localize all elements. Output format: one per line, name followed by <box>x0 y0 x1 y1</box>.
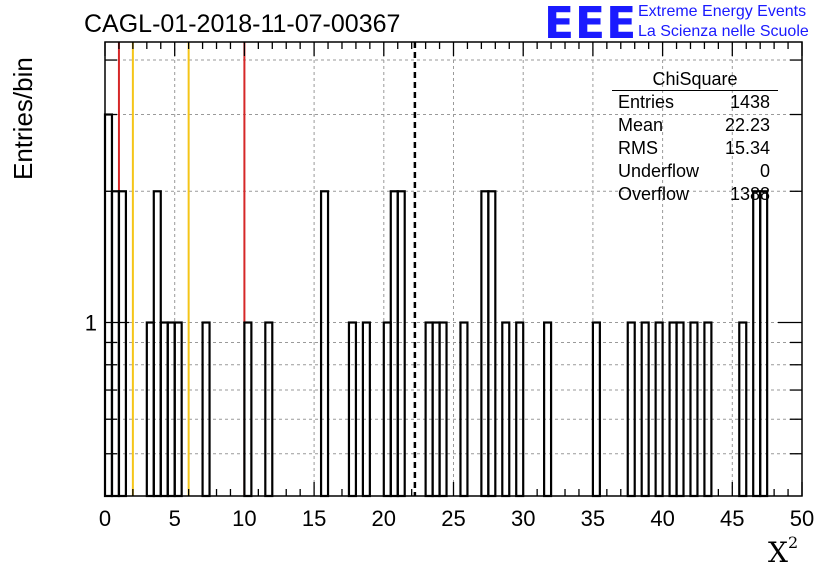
histogram-bin <box>640 321 650 498</box>
x-tick-label: 25 <box>441 506 465 531</box>
logo-text-line1: Extreme Energy Events <box>638 3 807 20</box>
histogram-bin <box>173 321 183 498</box>
histogram-bin <box>438 321 448 498</box>
x-tick-label: 20 <box>372 506 396 531</box>
x-tick-label: 50 <box>790 506 814 531</box>
stats-row-entries: Entries 1438 <box>612 91 778 114</box>
histogram-bin <box>201 321 211 498</box>
histogram-bin <box>759 190 769 498</box>
histogram-bin <box>626 321 636 498</box>
x-tick-label: 30 <box>511 506 535 531</box>
stats-value: 15.34 <box>724 138 770 158</box>
eee-logo: EEE Extreme Energy Events La Scienza nel… <box>544 0 834 49</box>
logo-text-line2: La Scienza nelle Scuole <box>638 23 809 40</box>
histogram-bin <box>396 190 406 498</box>
stats-label: Underflow <box>618 161 700 181</box>
x-axis-label-superscript: 2 <box>787 532 799 552</box>
x-tick-label: 10 <box>232 506 256 531</box>
histogram-bin <box>515 321 525 498</box>
histogram-bin <box>264 321 274 498</box>
histogram-bin <box>738 321 748 498</box>
stats-row-overflow: Overflow 1388 <box>612 183 778 206</box>
stats-value: 1438 <box>729 92 770 112</box>
histogram-bin <box>117 190 128 498</box>
stats-label: Entries <box>618 92 675 112</box>
stats-box: ChiSquare Entries 1438 Mean 22.23 RMS 15.34… <box>612 68 778 206</box>
histogram-bin <box>319 190 330 498</box>
x-axis-label-base: X <box>768 536 788 569</box>
logo-mark: EEE <box>544 0 638 49</box>
stats-value: 22.23 <box>724 115 770 135</box>
x-tick-label: 40 <box>650 506 674 531</box>
x-tick-label: 0 <box>99 506 111 531</box>
stats-row-rms: RMS 15.34 <box>612 137 778 160</box>
stats-label: RMS <box>618 138 658 158</box>
histogram-bin <box>347 321 358 498</box>
stats-label: Mean <box>618 115 664 135</box>
histogram-bin <box>689 321 699 498</box>
x-tick-label: 5 <box>169 506 181 531</box>
histogram-bin <box>654 321 664 498</box>
histogram-bin <box>459 321 469 498</box>
y-tick-label: 1 <box>85 311 97 336</box>
histogram-bin <box>487 190 497 498</box>
histogram-bin <box>501 321 511 498</box>
stats-value: 0 <box>759 161 770 181</box>
chart-title: CAGL-01-2018-11-07-00367 <box>84 10 401 38</box>
histogram-bin <box>543 321 553 498</box>
x-axis-label: X2 <box>768 532 799 569</box>
histogram-bin <box>243 321 253 498</box>
histogram-bin <box>361 321 371 498</box>
x-tick-label: 45 <box>720 506 744 531</box>
stats-row-mean: Mean 22.23 <box>612 114 778 137</box>
stats-label: Overflow <box>618 184 690 204</box>
x-tick-label: 15 <box>302 506 326 531</box>
stats-title: ChiSquare <box>612 68 778 91</box>
histogram-bin <box>703 321 713 498</box>
histogram-bin <box>591 321 601 498</box>
y-axis-label: Entries/bin <box>8 57 38 180</box>
stats-row-underflow: Underflow 0 <box>612 160 778 183</box>
x-tick-label: 35 <box>581 506 605 531</box>
histogram-bin <box>675 321 685 498</box>
stats-value: 1388 <box>729 184 770 204</box>
